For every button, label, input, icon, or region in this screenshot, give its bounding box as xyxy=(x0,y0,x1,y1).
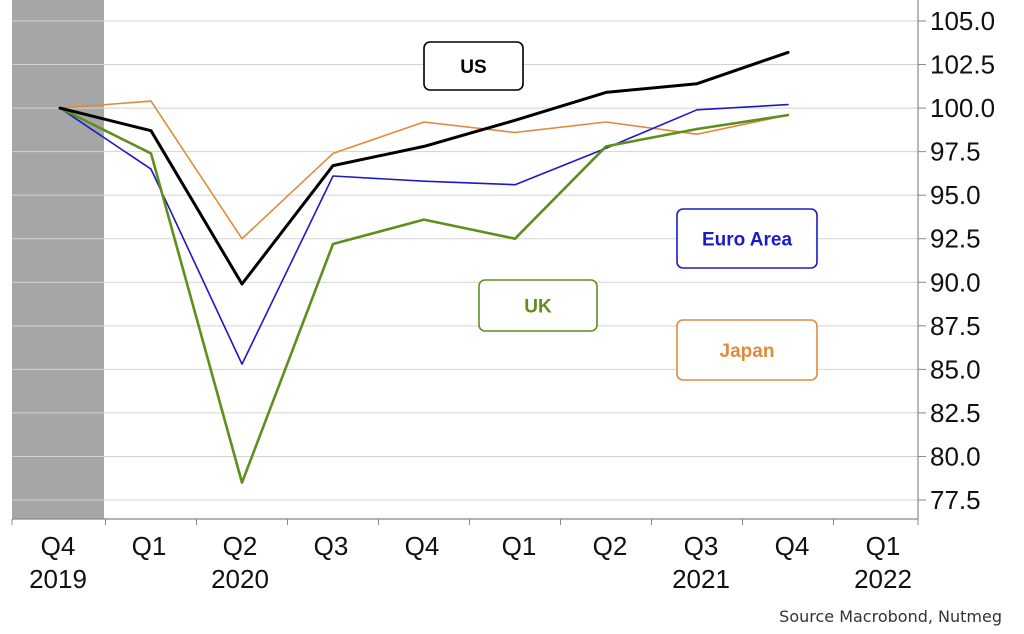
x-tick-quarter-label: Q1 xyxy=(866,531,901,561)
y-tick-label: 97.5 xyxy=(930,137,981,167)
y-tick-label: 105.0 xyxy=(930,6,995,36)
series-line-euro-area xyxy=(59,103,789,365)
legend-label-euro-area: Euro Area xyxy=(702,230,793,251)
x-tick-year-label: 2022 xyxy=(854,564,912,594)
grid xyxy=(12,20,926,501)
y-tick-label: 77.5 xyxy=(930,485,981,515)
y-tick-label: 100.0 xyxy=(930,93,995,123)
y-tick-label: 92.5 xyxy=(930,224,981,254)
legend-label-japan: Japan xyxy=(720,341,775,362)
x-tick-year-label: 2019 xyxy=(29,564,87,594)
x-tick-quarter-label: Q3 xyxy=(684,531,719,561)
y-tick-label: 102.5 xyxy=(930,50,995,80)
x-tick-quarter-label: Q1 xyxy=(502,531,537,561)
x-tick-quarter-label: Q4 xyxy=(405,531,440,561)
series-lines xyxy=(58,50,790,484)
legend-box-uk xyxy=(478,279,598,332)
source-note: Source Macrobond, Nutmeg xyxy=(779,607,1002,626)
series-line-us xyxy=(58,50,790,286)
covid-shade xyxy=(12,0,104,519)
y-tick-label: 85.0 xyxy=(930,354,981,384)
x-tick-quarter-label: Q1 xyxy=(132,531,167,561)
legend-label-uk: UK xyxy=(524,297,552,318)
x-tick-quarter-label: Q4 xyxy=(41,531,76,561)
y-tick-label: 82.5 xyxy=(930,398,981,428)
x-tick-year-label: 2021 xyxy=(672,564,730,594)
y-tick-label: 95.0 xyxy=(930,180,981,210)
x-tick-year-label: 2020 xyxy=(211,564,269,594)
series-line-japan xyxy=(59,100,789,240)
legend-label-us: US xyxy=(460,57,486,78)
y-tick-label: 87.5 xyxy=(930,311,981,341)
x-tick-quarter-label: Q4 xyxy=(775,531,810,561)
x-tick-quarter-label: Q2 xyxy=(593,531,628,561)
y-axis-ticks: 105.0 102.5 100.0 97.5 95.0 92.5 90.0 87.5 85.0 8… xyxy=(930,6,995,515)
x-tick-quarter-label: Q3 xyxy=(314,531,349,561)
series-line-uk xyxy=(58,106,790,484)
legend-box-japan xyxy=(676,319,818,381)
legend-box-us xyxy=(423,41,524,91)
y-tick-label: 90.0 xyxy=(930,267,981,297)
legend: US Euro Area UK Japan xyxy=(423,41,818,381)
x-tick-quarter-label: Q2 xyxy=(223,531,258,561)
axes xyxy=(12,0,919,520)
y-tick-label: 80.0 xyxy=(930,441,981,471)
legend-box-euro-area xyxy=(676,208,818,269)
